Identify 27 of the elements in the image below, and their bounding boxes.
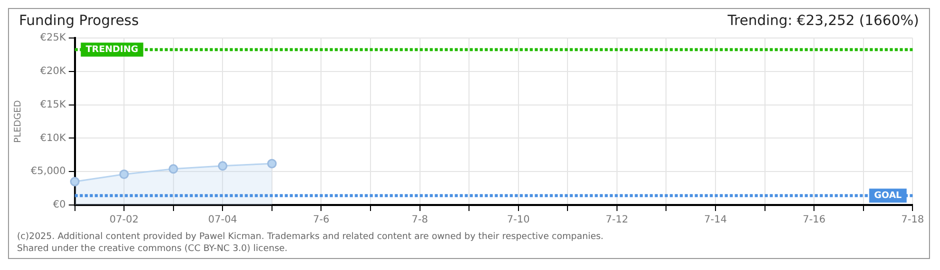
x-tick-label: 7-8 <box>412 214 428 226</box>
point <box>119 170 129 180</box>
x-tick-label: 07-02 <box>110 214 139 226</box>
y-tick-label: €15K <box>40 99 66 110</box>
y-tick-label: €0 <box>53 200 66 211</box>
chart-subtitle: Trending: €23,252 (1660%) <box>728 13 919 29</box>
x-tick-label: 7-10 <box>507 214 530 226</box>
x-tick-label: 7-14 <box>704 214 727 226</box>
chart-title: Funding Progress <box>19 13 139 29</box>
y-tick-label: €10K <box>40 132 66 144</box>
point <box>70 176 80 186</box>
x-tick-label: 7-6 <box>313 214 330 226</box>
y-tick-label: €25K <box>40 32 66 44</box>
x-tick-label: 07-04 <box>208 214 238 226</box>
text: (c)2025. Additional content provided by Pawel Kicman. Trademarks and related content are owned by their respective companies. <box>17 231 605 243</box>
point <box>267 158 277 168</box>
y-axis-title: PLEDGED <box>14 100 24 143</box>
ref-line-label: GOAL <box>874 190 902 201</box>
y-tick-label: €20K <box>40 66 66 77</box>
x-tick-label: 7-16 <box>802 214 826 226</box>
y-tick-label: €5,000 <box>30 166 66 178</box>
point <box>168 164 178 174</box>
x-tick-label: 7-12 <box>606 214 628 226</box>
text: Shared under the creative commons (CC BY-NC 3.0) license. <box>17 243 289 255</box>
ref-line-label: TRENDING <box>86 45 138 56</box>
x-tick-label: 7-18 <box>901 214 924 226</box>
point <box>218 161 228 171</box>
